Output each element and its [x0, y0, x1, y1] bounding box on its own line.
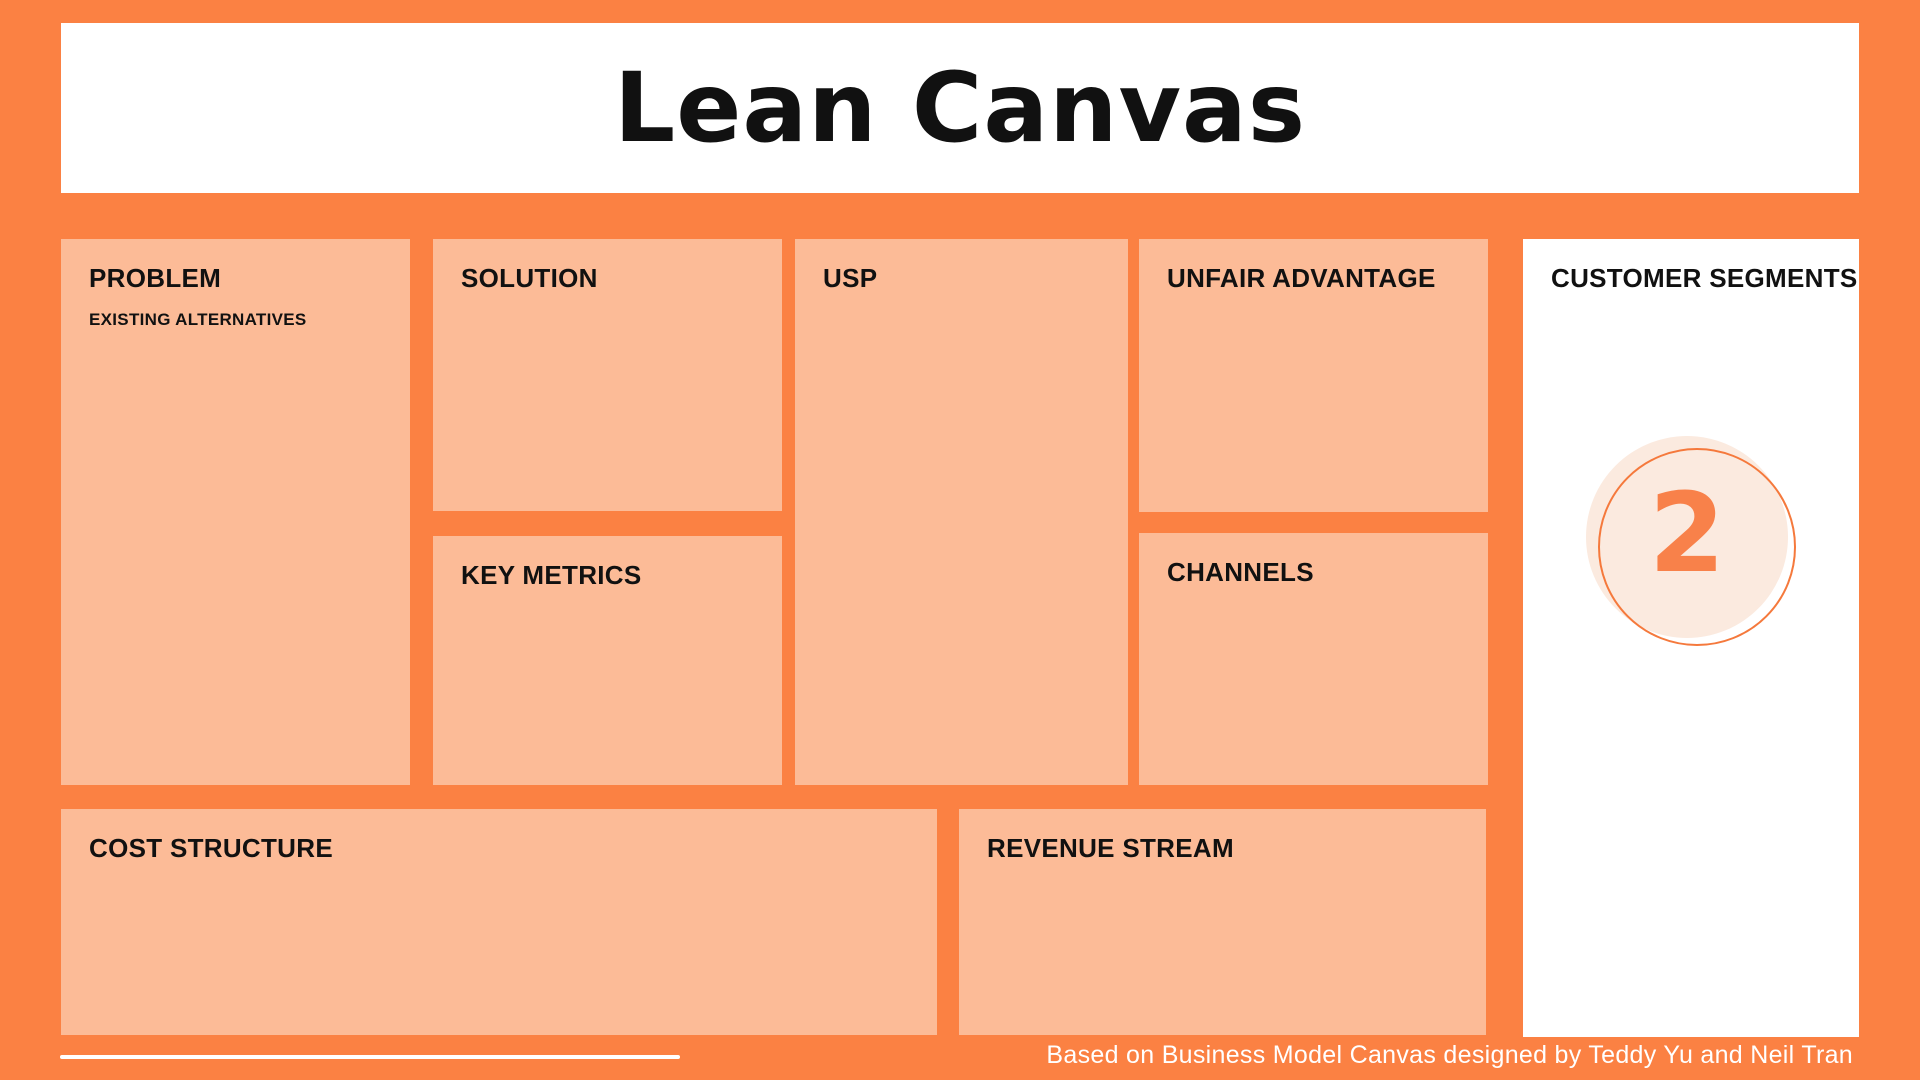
solution-box[interactable]: SOLUTION [433, 239, 782, 511]
problem-label: PROBLEM [89, 263, 222, 293]
problem-box[interactable]: PROBLEM EXISTING ALTERNATIVES [61, 239, 410, 785]
revenue-stream-box[interactable]: REVENUE STREAM [959, 809, 1486, 1035]
segment-count-badge: 2 [1523, 239, 1859, 1037]
key-metrics-label: KEY METRICS [461, 560, 642, 590]
usp-label: USP [823, 263, 878, 293]
channels-box[interactable]: CHANNELS [1139, 533, 1488, 785]
canvas-title-box[interactable]: Lean Canvas [61, 23, 1859, 193]
segment-count-value: 2 [1648, 469, 1726, 597]
channels-label: CHANNELS [1167, 557, 1314, 587]
badge-circle-fill: 2 [1586, 436, 1788, 638]
revenue-stream-label: REVENUE STREAM [987, 833, 1234, 863]
unfair-advantage-box[interactable]: UNFAIR ADVANTAGE [1139, 239, 1488, 512]
existing-alternatives-label: EXISTING ALTERNATIVES [89, 310, 307, 330]
customer-segments-label: CUSTOMER SEGMENTS [1551, 263, 1858, 293]
cost-structure-label: COST STRUCTURE [89, 833, 333, 863]
attribution-text: Based on Business Model Canvas designed … [1046, 1041, 1853, 1069]
badge-circle-outline [1598, 448, 1796, 646]
customer-segments-box[interactable]: CUSTOMER SEGMENTS 2 [1523, 239, 1859, 1037]
unfair-advantage-label: UNFAIR ADVANTAGE [1167, 263, 1436, 293]
solution-label: SOLUTION [461, 263, 598, 293]
page-title: Lean Canvas [614, 52, 1306, 164]
footer-divider-line [60, 1055, 680, 1059]
key-metrics-box[interactable]: KEY METRICS [433, 536, 782, 785]
cost-structure-box[interactable]: COST STRUCTURE [61, 809, 937, 1035]
usp-box[interactable]: USP [795, 239, 1128, 785]
